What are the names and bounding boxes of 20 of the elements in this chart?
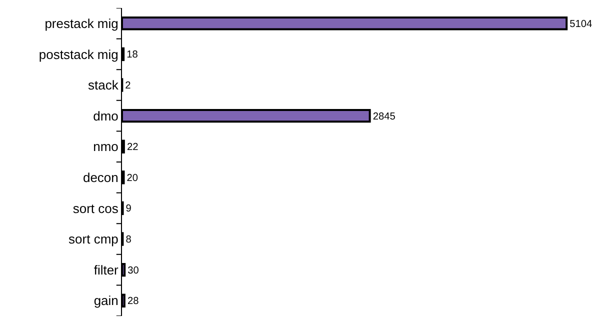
data-label: 20	[126, 172, 138, 184]
y-tick-label: stack	[88, 78, 119, 93]
data-label: 2	[125, 80, 132, 92]
y-tick-label: filter	[94, 262, 120, 278]
y-tick-label: dmo	[93, 108, 118, 124]
data-label: 30	[128, 265, 140, 276]
data-label: 28	[127, 296, 140, 308]
data-label: 8	[126, 234, 132, 246]
data-label: 9	[126, 204, 132, 215]
data-label: 2845	[372, 111, 396, 122]
data-label: 18	[126, 50, 138, 61]
y-tick-label: sort cmp	[68, 232, 118, 247]
y-tick-label: gain	[94, 293, 118, 308]
y-tick-label: nmo	[93, 139, 118, 154]
y-tick-label: decon	[82, 170, 118, 185]
y-tick-label: poststack mig	[38, 46, 118, 62]
data-label: 22	[126, 142, 139, 154]
y-tick-label: sort cos	[72, 200, 119, 216]
data-label: 5104	[570, 18, 593, 30]
y-tick-label: prestack mig	[44, 16, 118, 31]
